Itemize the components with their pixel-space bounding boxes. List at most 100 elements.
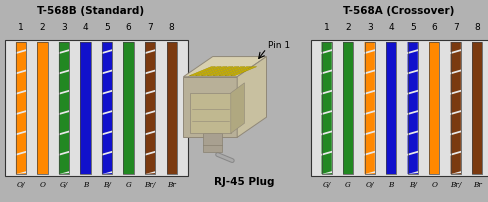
Polygon shape: [450, 51, 460, 73]
Polygon shape: [16, 92, 26, 113]
Bar: [310, 40, 488, 176]
Polygon shape: [321, 153, 331, 174]
Text: 2: 2: [40, 23, 45, 32]
Bar: [407, 42, 417, 174]
Bar: [407, 42, 417, 174]
Text: 8: 8: [473, 23, 479, 32]
Bar: [123, 42, 133, 174]
Polygon shape: [144, 173, 155, 174]
Polygon shape: [59, 112, 69, 134]
Polygon shape: [189, 93, 230, 133]
Polygon shape: [59, 153, 69, 174]
Text: 6: 6: [125, 23, 131, 32]
Text: Br: Br: [167, 181, 176, 189]
Polygon shape: [450, 42, 460, 52]
Text: 2: 2: [345, 23, 350, 32]
Text: G: G: [125, 181, 131, 189]
Bar: [321, 42, 331, 174]
Polygon shape: [364, 92, 374, 113]
Bar: [37, 42, 48, 174]
Polygon shape: [450, 173, 460, 174]
Text: O: O: [430, 181, 436, 189]
Bar: [364, 42, 374, 174]
Polygon shape: [144, 153, 155, 174]
Polygon shape: [212, 67, 239, 76]
Text: 6: 6: [430, 23, 436, 32]
Text: Br/: Br/: [144, 181, 156, 189]
Polygon shape: [16, 153, 26, 174]
Polygon shape: [364, 173, 374, 174]
Polygon shape: [407, 132, 417, 154]
Text: B/: B/: [103, 181, 111, 189]
Polygon shape: [59, 51, 69, 73]
Bar: [428, 42, 439, 174]
Polygon shape: [144, 92, 155, 113]
Polygon shape: [144, 132, 155, 154]
Polygon shape: [102, 42, 112, 52]
Polygon shape: [407, 92, 417, 113]
Polygon shape: [183, 57, 266, 77]
Text: 4: 4: [387, 23, 393, 32]
Polygon shape: [195, 67, 221, 76]
Polygon shape: [450, 92, 460, 113]
Polygon shape: [189, 67, 215, 76]
Polygon shape: [144, 112, 155, 134]
Polygon shape: [364, 153, 374, 174]
Bar: [102, 42, 112, 174]
Polygon shape: [321, 92, 331, 113]
Bar: [364, 42, 374, 174]
Text: O/: O/: [365, 181, 373, 189]
Polygon shape: [102, 132, 112, 154]
Polygon shape: [321, 51, 331, 73]
Bar: [16, 42, 26, 174]
Polygon shape: [59, 42, 69, 52]
Bar: [144, 42, 155, 174]
Polygon shape: [450, 112, 460, 134]
Polygon shape: [102, 153, 112, 174]
Text: 7: 7: [452, 23, 458, 32]
Bar: [471, 42, 481, 174]
Polygon shape: [321, 71, 331, 93]
Polygon shape: [16, 173, 26, 174]
Polygon shape: [450, 71, 460, 93]
Bar: [37, 42, 48, 174]
Polygon shape: [321, 112, 331, 134]
Bar: [450, 42, 460, 174]
Text: G/: G/: [322, 181, 330, 189]
Bar: [428, 42, 439, 174]
Bar: [386, 42, 396, 174]
Text: O/: O/: [17, 181, 25, 189]
Text: 1: 1: [323, 23, 329, 32]
Bar: [5, 40, 187, 176]
Polygon shape: [224, 67, 250, 76]
Polygon shape: [407, 153, 417, 174]
Bar: [386, 42, 396, 174]
Polygon shape: [102, 92, 112, 113]
Bar: [102, 42, 112, 174]
Polygon shape: [102, 173, 112, 174]
Bar: [59, 42, 69, 174]
Text: O: O: [40, 181, 45, 189]
Bar: [80, 42, 90, 174]
Polygon shape: [364, 51, 374, 73]
Bar: [166, 42, 177, 174]
Bar: [123, 42, 133, 174]
Bar: [144, 42, 155, 174]
Bar: [16, 42, 26, 174]
Polygon shape: [407, 112, 417, 134]
Polygon shape: [450, 132, 460, 154]
Polygon shape: [203, 133, 222, 152]
Bar: [321, 42, 331, 174]
Text: G: G: [345, 181, 350, 189]
Bar: [80, 42, 90, 174]
Text: 7: 7: [147, 23, 153, 32]
Text: 5: 5: [409, 23, 415, 32]
Polygon shape: [407, 71, 417, 93]
Polygon shape: [230, 67, 256, 76]
Bar: [471, 42, 481, 174]
Polygon shape: [364, 112, 374, 134]
Polygon shape: [218, 67, 244, 76]
Polygon shape: [144, 42, 155, 52]
Polygon shape: [450, 153, 460, 174]
Bar: [166, 42, 177, 174]
